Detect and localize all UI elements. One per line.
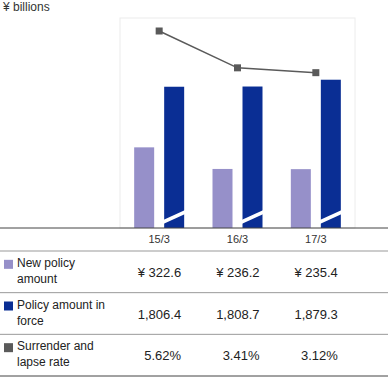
bar: [243, 87, 263, 228]
value-label: ¥ 322.6: [137, 265, 181, 280]
value-label: 5.62%: [144, 348, 181, 363]
axis-break: [163, 210, 185, 224]
value-label: ¥ 235.4: [293, 265, 337, 280]
category-label: 15/3: [148, 233, 169, 245]
bar: [134, 147, 154, 228]
value-label: 1,808.7: [216, 307, 259, 322]
legend-swatch: [4, 343, 13, 352]
chart-svg: ¥ billions 15/3 16/3 17/3 ¥ 322.6 ¥ 236.2 ¥ 23…: [0, 0, 388, 378]
value-label: 1,806.4: [138, 307, 181, 322]
table-rule: [0, 376, 388, 377]
line: [159, 31, 316, 73]
table-rule: [0, 251, 388, 252]
legend-label: Policy amount in force: [17, 297, 109, 329]
value-label: 1,879.3: [294, 307, 337, 322]
table-rule: [0, 292, 388, 293]
baseline: [0, 228, 388, 229]
legend-swatch: [4, 302, 13, 311]
value-label: 3.41%: [223, 348, 260, 363]
legend-label: New policy amount: [17, 255, 109, 287]
texts: ¥ billions 15/3 16/3 17/3 ¥ 322.6 ¥ 236.2 ¥ 23…: [2, 0, 338, 363]
axis-break: [242, 210, 264, 224]
plot-frame: [120, 18, 355, 228]
plot-area: [134, 28, 342, 229]
marker: [312, 69, 319, 76]
category-label: 17/3: [305, 233, 326, 245]
axis-unit-label: ¥ billions: [2, 0, 50, 14]
bar: [164, 87, 184, 228]
bar: [321, 80, 341, 228]
category-label: 16/3: [227, 233, 248, 245]
marker: [234, 64, 241, 71]
value-label: ¥ 236.2: [215, 265, 259, 280]
legend-label: Surrender and lapse rate: [17, 338, 109, 370]
table-rule: [0, 334, 388, 335]
marker: [156, 28, 163, 35]
value-label: 3.12%: [301, 348, 338, 363]
bar: [291, 169, 311, 228]
bar: [213, 169, 233, 228]
legend-swatch: [4, 260, 13, 269]
axis-break: [320, 210, 342, 224]
